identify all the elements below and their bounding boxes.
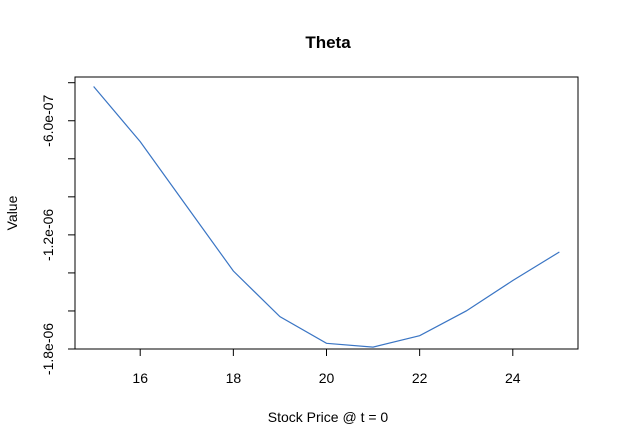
y-tick-label: -1.8e-06 [40,323,56,375]
x-tick-label: 22 [412,370,428,386]
plot-area-border [74,76,579,350]
y-axis-label: Value [4,195,20,230]
series-layer [93,86,560,348]
x-axis: 16 18 20 22 24 [132,348,521,386]
x-tick-label: 20 [319,370,335,386]
x-axis-label: Stock Price @ t = 0 [268,409,389,425]
chart-title: Theta [305,33,351,52]
x-tick-label: 18 [226,370,242,386]
x-tick-label: 24 [505,370,521,386]
x-tick-label: 16 [132,370,148,386]
y-tick-label: -1.2e-06 [40,209,56,261]
y-tick-label: -6.0e-07 [40,94,56,146]
theta-series-line [93,86,560,348]
y-axis: -6.0e-07 -1.2e-06 -1.8e-06 [40,82,76,375]
